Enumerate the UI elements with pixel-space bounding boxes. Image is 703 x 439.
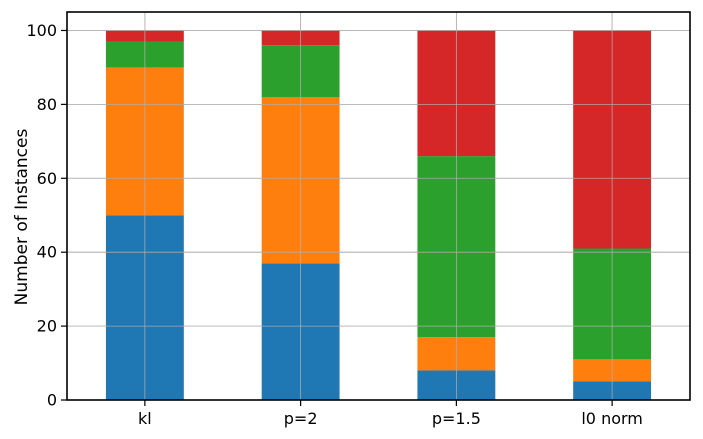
axes-frame bbox=[66, 11, 691, 401]
y-tick-label: 40 bbox=[37, 243, 57, 262]
bar-stacks bbox=[67, 12, 690, 401]
x-tick-label: l0 norm bbox=[581, 409, 643, 428]
tick-labels: 0 20 40 60 80 100 kl p=2 p=1.5 l0 norm bbox=[26, 21, 642, 428]
x-tick-label: kl bbox=[138, 409, 152, 428]
y-tick-label: 20 bbox=[37, 317, 57, 336]
tick-marks bbox=[61, 29, 613, 406]
y-tick-label: 0 bbox=[47, 391, 57, 410]
y-axis-label: Number of Instances bbox=[12, 129, 32, 306]
y-tick-label: 60 bbox=[37, 169, 57, 188]
x-tick-label: p=2 bbox=[284, 409, 318, 428]
x-tick-label: p=1.5 bbox=[432, 409, 481, 428]
plot-frame bbox=[66, 11, 691, 401]
y-tick-label: 80 bbox=[37, 95, 57, 114]
y-tick-label: 100 bbox=[26, 21, 57, 40]
